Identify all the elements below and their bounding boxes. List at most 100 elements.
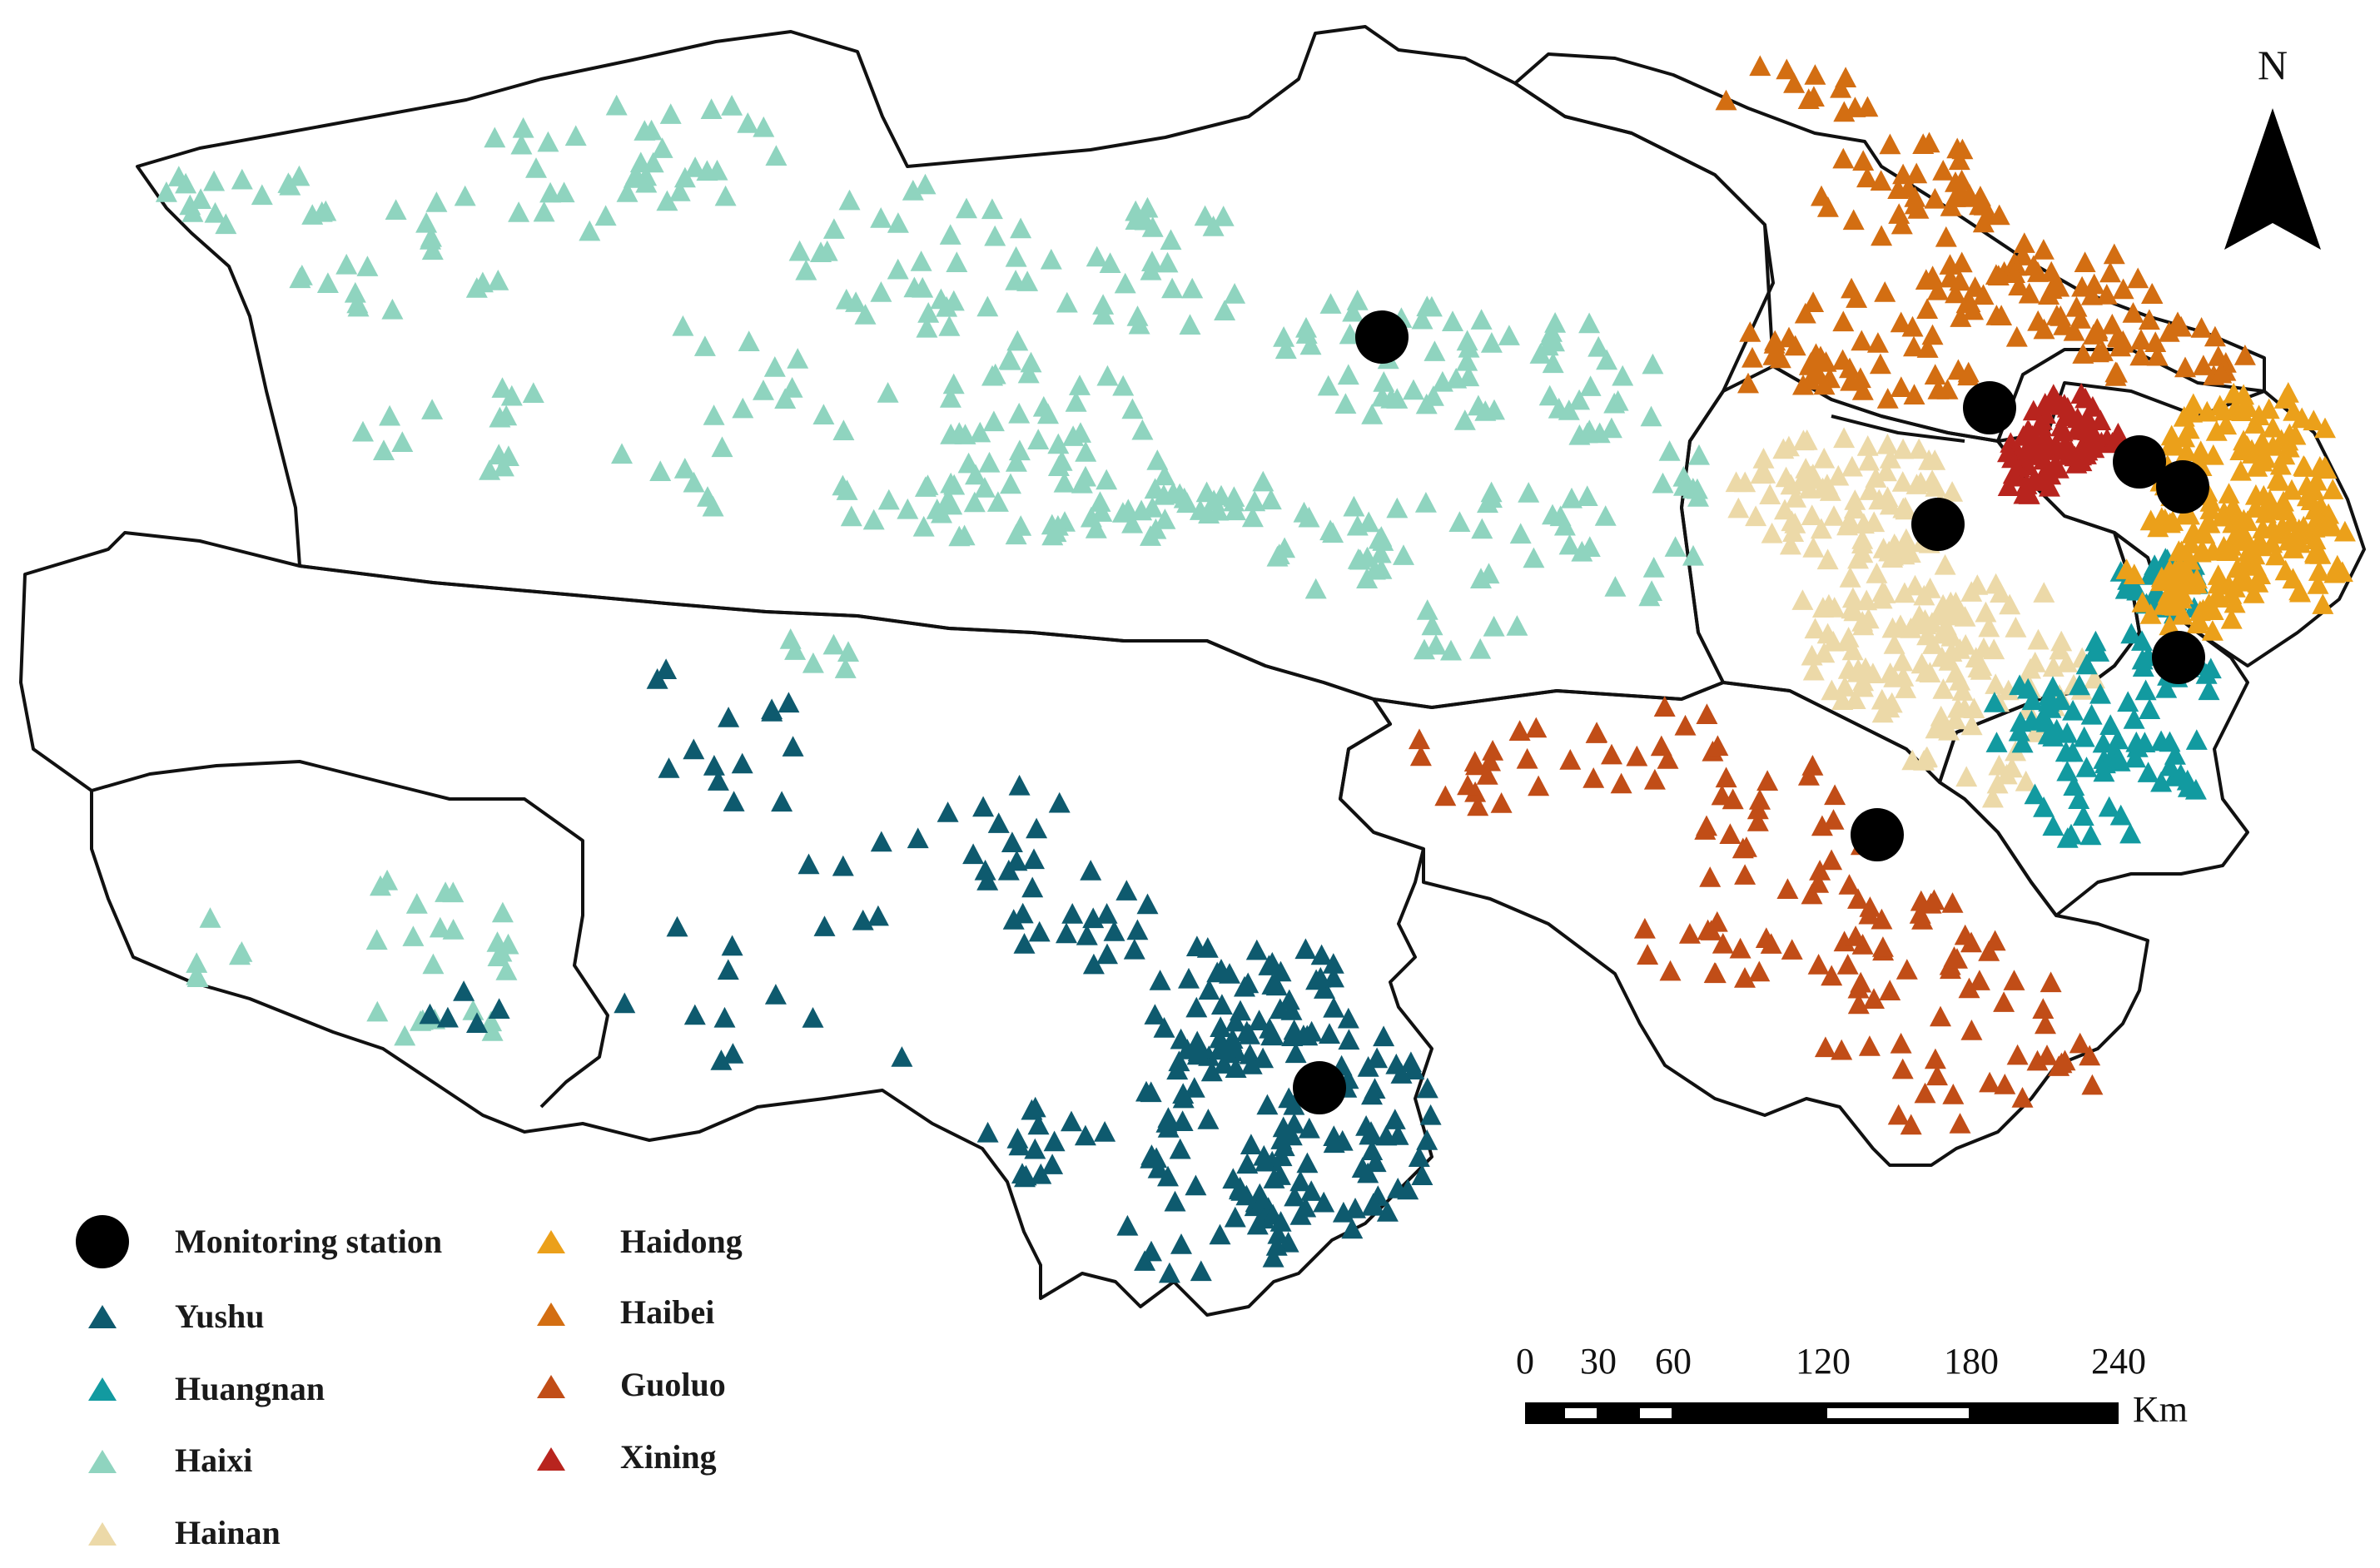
- sample-point-haibei: [2086, 320, 2109, 342]
- sample-point-haixi: [347, 295, 370, 317]
- sample-point-haixi: [231, 941, 253, 962]
- sample-point-haixi: [1518, 482, 1540, 503]
- sample-point-yushu: [1224, 1206, 1246, 1228]
- sample-point-xining: [2066, 407, 2089, 429]
- sample-point-haixi: [1537, 335, 1559, 356]
- sample-point-yushu: [718, 707, 740, 727]
- sample-point-guoluo: [2003, 970, 2025, 990]
- sample-point-guoluo: [1719, 823, 1742, 844]
- sample-point-haixi: [1223, 490, 1245, 512]
- sample-point-haixi: [834, 657, 857, 678]
- sample-point-yushu: [1028, 920, 1051, 942]
- sample-point-haibei: [2127, 267, 2149, 289]
- sample-point-guoluo: [1715, 767, 1737, 788]
- sample-point-haibei: [1987, 265, 2010, 285]
- sample-point-guoluo: [1434, 785, 1457, 806]
- sample-point-haixi: [420, 226, 442, 247]
- sample-point-hainan: [1975, 601, 1997, 623]
- sample-point-haixi: [1075, 441, 1097, 462]
- sample-point-guoluo: [1732, 837, 1754, 859]
- sample-point-guoluo: [1482, 740, 1504, 761]
- sample-point-haixi: [1114, 272, 1136, 294]
- sample-point-haixi: [422, 953, 445, 975]
- sample-point-yushu: [1213, 1053, 1235, 1074]
- sample-point-haixi: [1005, 523, 1027, 545]
- sample-point-yushu: [1283, 1019, 1305, 1040]
- sample-point-hainan: [1874, 583, 1896, 603]
- sample-point-yushu: [1061, 1110, 1082, 1132]
- sample-point-hainan: [2015, 770, 2037, 791]
- sample-point-haixi: [1440, 639, 1462, 661]
- sample-point-haixi: [1483, 615, 1505, 637]
- sample-point-hainan: [1934, 553, 1956, 575]
- sample-point-yushu: [1188, 1037, 1210, 1059]
- sample-point-yushu: [976, 870, 999, 891]
- sample-point-haibei: [1904, 193, 1926, 215]
- sample-point-yushu: [1014, 1166, 1036, 1188]
- sample-point-haixi: [711, 436, 733, 458]
- sample-point-haixi: [489, 406, 511, 428]
- sample-point-yushu: [1361, 1084, 1383, 1105]
- sample-point-haixi: [1587, 335, 1610, 357]
- sample-point-haixi: [822, 633, 845, 655]
- sample-point-haixi: [1141, 216, 1164, 237]
- sample-point-haibei: [2129, 345, 2152, 366]
- sample-point-haixi: [854, 304, 877, 325]
- sample-point-haibei: [1764, 330, 1786, 351]
- sample-point-haixi: [1273, 326, 1295, 347]
- sample-point-haixi: [714, 185, 737, 206]
- sample-point-haixi: [301, 204, 324, 225]
- sample-point-haibei: [2040, 278, 2063, 300]
- sample-point-haidong: [2280, 511, 2303, 533]
- sample-point-haibei: [2032, 239, 2055, 260]
- sample-point-guoluo: [1871, 936, 1894, 957]
- sample-point-haixi: [215, 213, 237, 235]
- sample-point-haixi: [465, 277, 488, 298]
- sample-point-haibei: [1715, 89, 1737, 111]
- sample-point-haibei: [1950, 169, 1973, 191]
- sample-point-haixi: [1214, 300, 1236, 320]
- sample-point-yushu: [1135, 1080, 1157, 1102]
- sample-point-hainan: [1963, 697, 1985, 718]
- sample-point-hainan: [1802, 659, 1825, 681]
- sample-point-haibei: [1737, 372, 1759, 394]
- sample-point-haixi: [605, 94, 628, 116]
- sample-point-haibei: [1924, 187, 1946, 209]
- sample-point-huangnan: [2075, 653, 2098, 675]
- sample-point-guoluo: [1700, 920, 1722, 940]
- sample-point-haidong: [2161, 594, 2184, 616]
- sample-point-huangnan: [2159, 731, 2181, 752]
- boundary-yushu: [19, 531, 1433, 1317]
- sample-point-huangnan: [2089, 682, 2111, 704]
- sample-point-hainan: [1754, 463, 1776, 484]
- sample-point-xining: [2070, 383, 2093, 404]
- sample-point-hainan: [1858, 449, 1881, 471]
- sample-point-guoluo: [1911, 909, 1934, 930]
- sample-point-guoluo: [1941, 892, 1964, 913]
- sample-point-yushu: [1289, 1204, 1312, 1225]
- sample-point-guoluo: [1653, 696, 1676, 717]
- sample-point-haibei: [2040, 261, 2063, 282]
- sample-point-haixi: [732, 397, 754, 419]
- sample-point-haibei: [2174, 356, 2196, 378]
- sample-point-yushu: [1021, 876, 1044, 898]
- sample-point-haibei: [1990, 305, 2013, 325]
- sample-point-haibei: [1903, 335, 1925, 357]
- sample-point-guoluo: [1674, 714, 1697, 736]
- sample-point-haidong: [2278, 436, 2300, 458]
- sample-point-haixi: [837, 641, 859, 662]
- sample-point-huangnan: [2114, 578, 2137, 599]
- sample-point-yushu: [1256, 1094, 1279, 1115]
- legend: Monitoring station Yushu Huangnan Haixi …: [76, 1215, 743, 1551]
- sample-point-guoluo: [1821, 849, 1843, 871]
- sample-point-huangnan: [2031, 707, 2054, 727]
- sample-point-yushu: [1096, 903, 1118, 924]
- sample-point-haixi: [1480, 332, 1503, 353]
- sample-point-xining: [2015, 439, 2037, 460]
- sample-point-hainan: [1892, 666, 1915, 687]
- sample-point-haixi: [366, 1000, 389, 1022]
- sample-point-yushu: [1115, 880, 1138, 901]
- sample-point-guoluo: [1479, 750, 1501, 772]
- sample-point-haixi: [421, 239, 444, 261]
- sample-point-hainan: [1915, 613, 1937, 635]
